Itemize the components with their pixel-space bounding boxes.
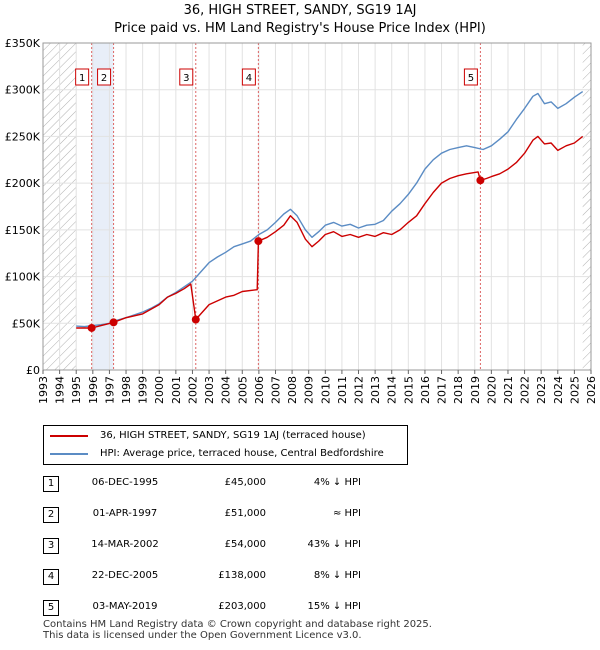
x-tick-label: 2016	[419, 376, 432, 404]
footer-line-licence: This data is licensed under the Open Gov…	[43, 630, 362, 641]
x-tick-label: 1995	[70, 376, 83, 404]
sale-point-2	[109, 318, 118, 327]
x-tick-label: 2023	[535, 376, 548, 404]
x-tick-label: 2005	[236, 376, 249, 404]
x-tick-label: 2011	[336, 376, 349, 404]
x-tick-label: 1996	[87, 376, 100, 404]
shaded-range-1	[91, 43, 114, 370]
x-tick-label: 2020	[485, 376, 498, 404]
y-tick-label: £150K	[5, 224, 41, 237]
sale-point-5	[476, 176, 485, 185]
x-tick-label: 2004	[220, 376, 233, 404]
sale-label-2: 2	[101, 73, 107, 84]
table-row: 5 03-MAY-2019 £203,000 15% ↓ HPI	[43, 594, 423, 622]
sale-point-3	[191, 315, 200, 324]
row-price: £45,000	[224, 477, 266, 488]
row-price: £54,000	[224, 539, 266, 550]
row-date: 14-MAR-2002	[91, 539, 159, 550]
sale-label-box-2	[97, 68, 112, 86]
legend-label-hpi: HPI: Average price, terraced house, Cent…	[100, 448, 384, 459]
x-tick-label: 1998	[120, 376, 133, 404]
legend-swatch-property	[50, 435, 88, 437]
x-tick-label: 2002	[186, 376, 199, 404]
x-tick-label: 2019	[469, 376, 482, 404]
x-tick-label: 1997	[103, 376, 116, 404]
x-tick-label: 2013	[369, 376, 382, 404]
plot-background	[43, 43, 591, 370]
row-number: 2	[43, 507, 59, 523]
sale-point-4	[254, 237, 263, 246]
row-number: 5	[43, 600, 59, 616]
row-price: £51,000	[224, 508, 266, 519]
x-tick-label: 2008	[286, 376, 299, 404]
sale-label-5: 5	[468, 73, 474, 84]
y-tick-label: £100K	[5, 271, 41, 284]
x-tick-label: 2010	[319, 376, 332, 404]
y-tick-label: £50K	[12, 317, 41, 330]
footer-attribution: Contains HM Land Registry data © Crown c…	[43, 619, 432, 641]
series-line-property	[76, 135, 584, 329]
row-date: 06-DEC-1995	[91, 477, 159, 488]
row-hpi: 8% ↓ HPI	[313, 570, 361, 581]
row-date: 01-APR-1997	[92, 508, 158, 519]
x-tick-label: 1994	[54, 376, 67, 404]
x-tick-label: 2015	[402, 376, 415, 404]
row-hpi: 43% ↓ HPI	[307, 539, 361, 550]
row-price: £138,000	[218, 570, 266, 581]
x-tick-label: 2012	[353, 376, 366, 404]
x-tick-label: 2018	[452, 376, 465, 404]
sale-label-box-1	[75, 68, 90, 86]
table-row: 3 14-MAR-2002 £54,000 43% ↓ HPI	[43, 532, 423, 560]
row-hpi: 15% ↓ HPI	[307, 601, 361, 612]
sale-label-box-5	[463, 68, 478, 86]
footer-line-copyright: Contains HM Land Registry data © Crown c…	[43, 619, 432, 630]
x-tick-label: 2024	[552, 376, 565, 404]
x-tick-label: 2001	[170, 376, 183, 404]
x-tick-label: 2017	[436, 376, 449, 404]
sale-label-3: 3	[183, 73, 189, 84]
chart-legend: 36, HIGH STREET, SANDY, SG19 1AJ (terrac…	[43, 425, 408, 465]
x-tick-label: 2009	[303, 376, 316, 404]
hatch-region-right	[582, 43, 591, 370]
row-hpi: ≈ HPI	[332, 508, 361, 519]
table-row: 4 22-DEC-2005 £138,000 8% ↓ HPI	[43, 563, 423, 591]
legend-label-property: 36, HIGH STREET, SANDY, SG19 1AJ (terrac…	[100, 430, 366, 441]
row-date: 03-MAY-2019	[92, 601, 158, 612]
table-row: 1 06-DEC-1995 £45,000 4% ↓ HPI	[43, 470, 423, 498]
sale-label-box-3	[179, 68, 194, 86]
page-title: 36, HIGH STREET, SANDY, SG19 1AJ	[183, 3, 417, 18]
x-tick-label: 2003	[203, 376, 216, 404]
x-tick-label: 2025	[568, 376, 581, 404]
y-tick-label: £200K	[5, 177, 41, 190]
x-tick-label: 1999	[137, 376, 150, 404]
row-date: 22-DEC-2005	[91, 570, 159, 581]
x-tick-label: 2026	[585, 376, 598, 404]
x-tick-label: 2000	[153, 376, 166, 404]
y-tick-label: £250K	[5, 130, 41, 143]
sale-label-1: 1	[79, 73, 85, 84]
y-tick-label: £350K	[5, 37, 41, 50]
legend-swatch-hpi	[50, 453, 88, 455]
x-tick-label: 2014	[386, 376, 399, 404]
x-tick-label: 1993	[37, 376, 50, 404]
row-hpi: 4% ↓ HPI	[313, 477, 361, 488]
sale-point-1	[87, 323, 96, 332]
row-number: 3	[43, 538, 59, 554]
chart-subtitle: Price paid vs. HM Land Registry's House …	[114, 21, 486, 36]
sale-label-4: 4	[246, 73, 252, 84]
row-number: 1	[43, 476, 59, 492]
y-tick-label: £300K	[5, 84, 41, 97]
x-tick-label: 2007	[269, 376, 282, 404]
sale-label-box-4	[241, 68, 256, 86]
x-tick-label: 2006	[253, 376, 266, 404]
row-number: 4	[43, 569, 59, 585]
table-row: 2 01-APR-1997 £51,000 ≈ HPI	[43, 501, 423, 529]
x-tick-label: 2021	[502, 376, 515, 404]
y-tick-label: £0	[26, 364, 40, 377]
price-chart: 1 2 3 4 5 £0 £50K £100K £150K £200K £250K £300K £350…	[5, 37, 598, 404]
plot-frame	[42, 42, 592, 371]
x-tick-label: 2022	[519, 376, 532, 404]
row-price: £203,000	[218, 601, 266, 612]
